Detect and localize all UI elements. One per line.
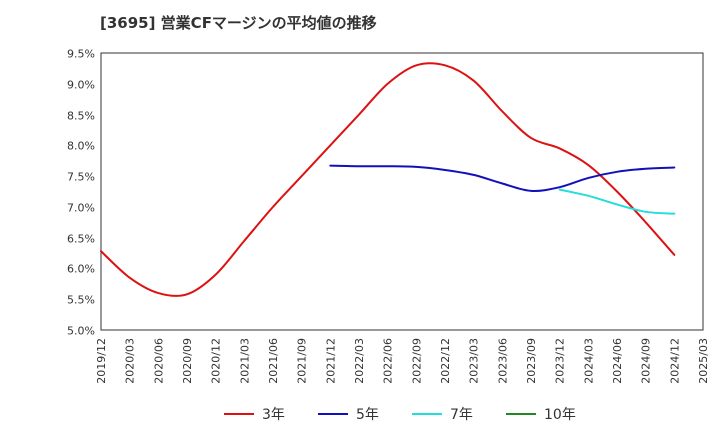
x-tick-label: 2022/06 [382, 338, 395, 384]
x-tick-label: 2023/03 [468, 338, 481, 384]
plot-area-frame [100, 52, 704, 331]
x-tick-label: 2021/03 [238, 338, 251, 384]
x-tick-label: 2025/03 [697, 338, 710, 384]
legend: 3年 5年 7年 10年 [224, 407, 576, 423]
x-tick-label: 2024/09 [640, 338, 653, 384]
y-tick-label: 7.5% [67, 171, 95, 184]
axes: 9.5% 9.0% 8.5% 8.0% 7.5% 7.0% 6.5% 6.0% 5.5% 5.0%… [67, 48, 710, 384]
x-tick-label: 2021/06 [267, 338, 280, 384]
x-tick-label: 2023/06 [496, 338, 509, 384]
x-tick-label: 2020/03 [124, 338, 137, 384]
series-line-3 [558, 188, 676, 215]
series-lines [100, 62, 676, 297]
y-tick-label: 6.5% [67, 233, 95, 246]
x-tick-label: 2019/12 [95, 338, 108, 384]
x-tick-label: 2023/12 [554, 338, 567, 384]
series-line-1 [100, 62, 676, 297]
y-tick-label: 5.0% [67, 325, 95, 338]
x-tick-label: 2024/03 [582, 338, 595, 384]
x-tick-label: 2024/12 [668, 338, 681, 384]
series-line-2 [329, 164, 676, 192]
x-tick-label: 2020/12 [210, 338, 223, 384]
y-tick-label: 8.0% [67, 140, 95, 153]
x-tick-label: 2024/06 [611, 338, 624, 384]
x-tick-label: 2021/12 [324, 338, 337, 384]
y-tick-label: 9.0% [67, 79, 95, 92]
x-tick-label: 2020/06 [152, 338, 165, 384]
y-tick-label: 9.5% [67, 48, 95, 61]
chart-title: [3695] 営業CFマージンの平均値の推移 [100, 14, 377, 32]
y-tick-label: 5.5% [67, 294, 95, 307]
legend-label-4: 10年 [544, 407, 576, 423]
legend-label-3: 7年 [450, 407, 473, 423]
y-tick-label: 6.0% [67, 263, 95, 276]
legend-label-1: 3年 [262, 407, 285, 423]
x-tick-label: 2021/09 [296, 338, 309, 384]
y-tick-label: 8.5% [67, 110, 95, 123]
y-tick-label: 7.0% [67, 202, 95, 215]
x-tick-label: 2022/12 [439, 338, 452, 384]
x-tick-label: 2022/09 [410, 338, 423, 384]
x-tick-label: 2023/09 [525, 338, 538, 384]
x-tick-label: 2020/09 [181, 338, 194, 384]
legend-label-2: 5年 [356, 407, 379, 423]
x-tick-label: 2022/03 [353, 338, 366, 384]
